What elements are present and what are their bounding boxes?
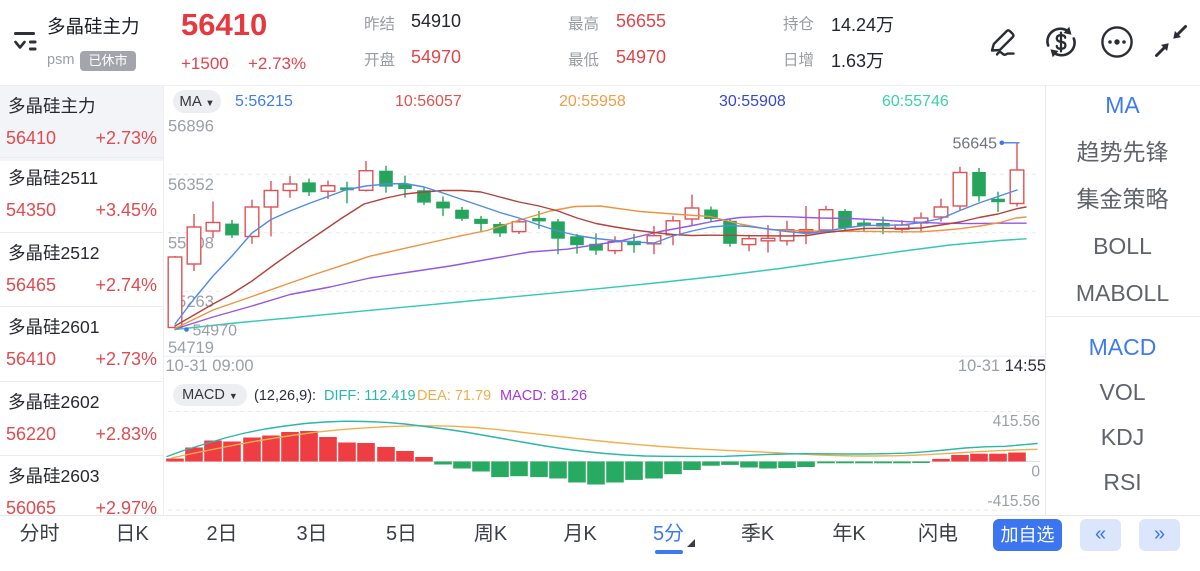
svg-text:56352: 56352 — [168, 176, 214, 194]
svg-text:-415.56: -415.56 — [987, 493, 1040, 510]
svg-text:10-31 09:00: 10-31 09:00 — [166, 357, 254, 375]
svg-text:0: 0 — [1031, 464, 1040, 481]
svg-text:56645: 56645 — [953, 135, 998, 152]
svg-text:54719: 54719 — [168, 339, 214, 357]
svg-text:56896: 56896 — [168, 118, 214, 136]
svg-text:54970: 54970 — [193, 323, 238, 340]
svg-text:415.56: 415.56 — [993, 413, 1040, 430]
svg-text:10-31 14:55: 10-31 14:55 — [958, 357, 1045, 375]
